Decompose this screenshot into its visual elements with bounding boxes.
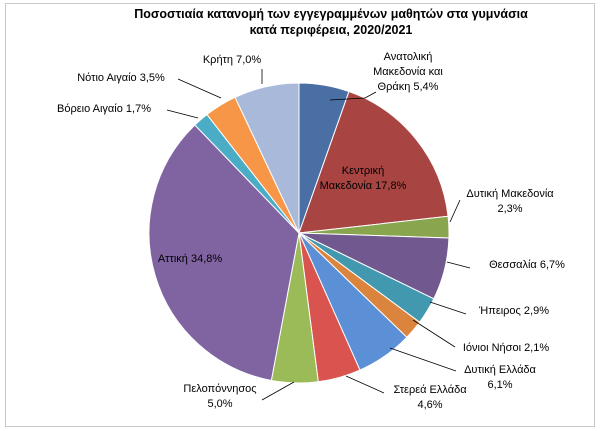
slice-label: Θεσσαλία 6,7% <box>489 259 565 271</box>
leader-line <box>345 375 385 394</box>
slice-label-line: 5,0% <box>207 398 232 410</box>
slice-label-line: Ανατολική <box>384 51 433 63</box>
slice-label-line: Θεσσαλία 6,7% <box>489 259 565 271</box>
slice-label: Νότιο Αιγαίο 3,5% <box>77 72 165 84</box>
slice-label-line: Δυτική Μακεδονία <box>466 188 554 200</box>
slice-label: Δυτική Ελλάδα 6,1% <box>464 364 536 391</box>
slice-label: Ήπειρος 2,9% <box>478 305 549 317</box>
leader-line <box>429 301 467 315</box>
chart-title-line2: κατά περιφέρεια, 2020/2021 <box>249 23 413 37</box>
slice-label-line: Ήπειρος 2,9% <box>478 305 549 317</box>
pie-slice <box>234 82 300 234</box>
slice-label-line: Δυτική Ελλάδα <box>464 364 536 376</box>
slice-label-line: Μακεδονία και <box>373 66 443 78</box>
slice-label-line: Ιόνιοι Νήσοι 2,1% <box>463 342 549 354</box>
slice-label: Κεντρική Μακεδονία 17,8% <box>320 165 407 192</box>
slice-label: Ανατολική Μακεδονία και Θράκη 5,4% <box>373 51 443 93</box>
slice-label-line: Κρήτη 7,0% <box>203 54 262 66</box>
slice-label: Βόρειο Αιγαίο 1,7% <box>57 103 151 115</box>
slice-label-line: Κεντρική <box>342 165 384 177</box>
slice-label: Αττική 34,8% <box>158 253 223 265</box>
leader-line <box>261 381 295 401</box>
slice-label-line: 6,1% <box>487 379 512 391</box>
leader-lines <box>166 69 471 401</box>
chart-title: Ποσοστιαία κατανομή των εγγεγραμμένων μα… <box>0 6 602 38</box>
slice-label-line: Μακεδονία 17,8% <box>320 180 407 192</box>
leader-line <box>449 199 461 223</box>
slice-label-line: Πελοπόννησος <box>183 383 256 395</box>
leader-line <box>446 261 471 269</box>
leader-line <box>166 109 199 119</box>
slice-label-line: Νότιο Αιγαίο 3,5% <box>77 72 165 84</box>
leader-line <box>412 319 456 348</box>
leader-line <box>389 347 457 372</box>
leader-line <box>177 78 222 99</box>
slice-label-line: Βόρειο Αιγαίο 1,7% <box>57 103 151 115</box>
slice-label: Κρήτη 7,0% <box>203 54 262 66</box>
slice-label-line: Στερεά Ελλάδα <box>393 384 467 396</box>
slice-label: Πελοπόννησος 5,0% <box>183 383 256 410</box>
pie-slice <box>298 90 449 234</box>
pie-slice <box>148 124 300 382</box>
slice-label-line: 2,3% <box>497 203 522 215</box>
slice-label-line: 4,6% <box>417 399 442 411</box>
chart-title-line1: Ποσοστιαία κατανομή των εγγεγραμμένων μα… <box>134 7 528 21</box>
slice-labels: Ανατολική Μακεδονία και Θράκη 5,4% Κεντρική… <box>57 51 565 411</box>
slice-label: Ιόνιοι Νήσοι 2,1% <box>463 342 549 354</box>
slice-label-line: Θράκη 5,4% <box>378 81 439 93</box>
leader-line <box>329 91 377 101</box>
slice-label: Στερεά Ελλάδα 4,6% <box>393 384 467 411</box>
slice-label-line: Αττική 34,8% <box>158 253 223 265</box>
pie-slices <box>148 82 450 384</box>
slice-label: Δυτική Μακεδονία 2,3% <box>466 188 554 215</box>
